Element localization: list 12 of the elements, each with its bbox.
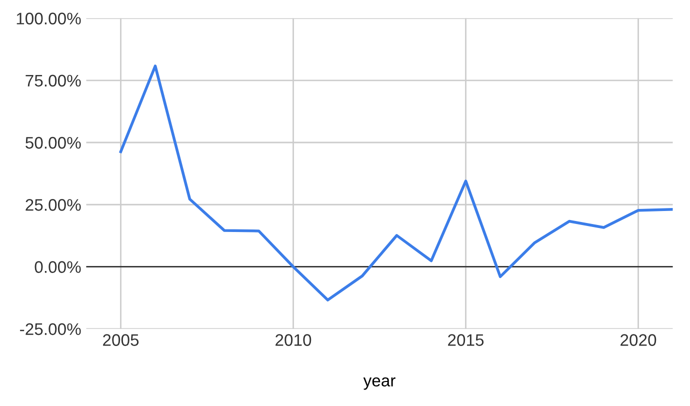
y-tick-label: 75.00% [26, 74, 81, 87]
line-series [119, 64, 673, 302]
y-tick-label: 25.00% [26, 199, 81, 211]
x-tick-label: 2005 [103, 334, 139, 346]
y-tick-label: 0.00% [34, 261, 81, 273]
x-tick-label: 2010 [276, 334, 312, 346]
y-tick-label: 50.00% [26, 136, 81, 149]
x-tick-label: 2015 [448, 334, 484, 346]
y-tick-label: -25.00% [20, 323, 81, 336]
x-tick-label: 2020 [620, 334, 656, 346]
x-axis-title: year [363, 377, 396, 390]
y-tick-label: 100.00% [16, 12, 81, 24]
